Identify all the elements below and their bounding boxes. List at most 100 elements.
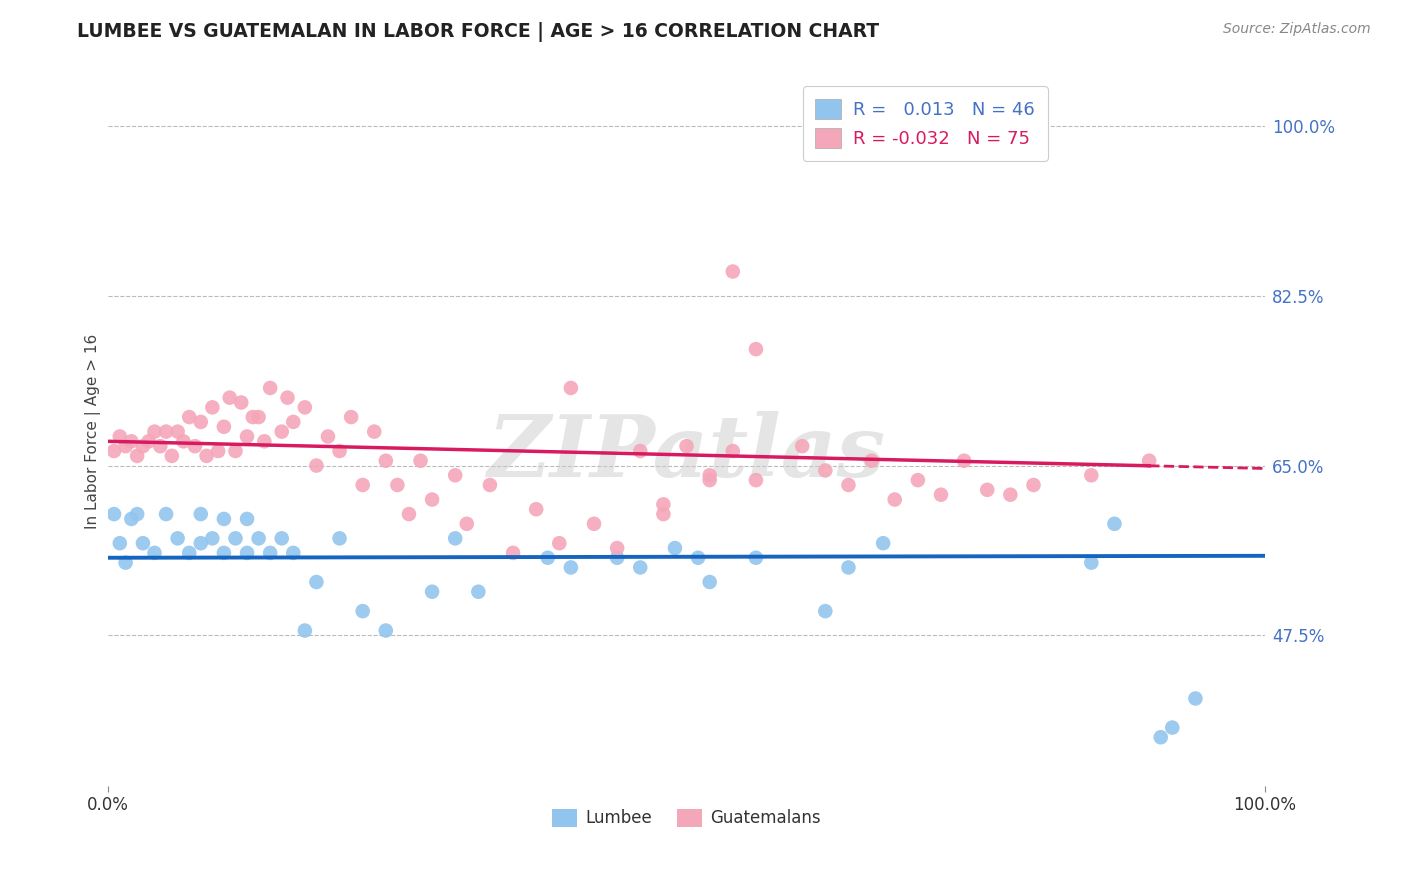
Point xyxy=(374,624,396,638)
Point xyxy=(195,449,218,463)
Point xyxy=(108,429,131,443)
Point xyxy=(1080,556,1102,570)
Point xyxy=(664,541,686,555)
Point xyxy=(444,468,467,483)
Point xyxy=(149,439,172,453)
Point xyxy=(247,410,270,425)
Point xyxy=(860,454,883,468)
Point xyxy=(606,541,628,555)
Point xyxy=(907,473,929,487)
Point xyxy=(236,429,259,443)
Point xyxy=(224,444,246,458)
Point xyxy=(253,434,276,449)
Point xyxy=(582,516,605,531)
Point xyxy=(329,444,352,458)
Point xyxy=(127,449,149,463)
Point xyxy=(120,512,142,526)
Point xyxy=(721,444,744,458)
Point xyxy=(132,536,155,550)
Point xyxy=(160,449,183,463)
Point xyxy=(837,478,859,492)
Point xyxy=(374,454,396,468)
Point xyxy=(675,439,697,453)
Text: LUMBEE VS GUATEMALAN IN LABOR FORCE | AGE > 16 CORRELATION CHART: LUMBEE VS GUATEMALAN IN LABOR FORCE | AG… xyxy=(77,22,880,42)
Point xyxy=(409,454,432,468)
Point xyxy=(172,434,194,449)
Point xyxy=(242,410,264,425)
Point xyxy=(1150,731,1173,745)
Point xyxy=(259,381,281,395)
Point xyxy=(212,512,235,526)
Point xyxy=(247,532,270,546)
Point xyxy=(201,532,224,546)
Point xyxy=(1137,454,1160,468)
Point xyxy=(138,434,160,449)
Point xyxy=(231,395,253,409)
Point xyxy=(305,574,328,589)
Point xyxy=(276,391,298,405)
Point xyxy=(283,415,305,429)
Point xyxy=(976,483,998,497)
Point xyxy=(179,410,201,425)
Point xyxy=(688,550,710,565)
Point xyxy=(103,444,125,458)
Point xyxy=(224,532,246,546)
Point xyxy=(652,507,675,521)
Point xyxy=(456,516,478,531)
Point xyxy=(352,604,374,618)
Point xyxy=(548,536,571,550)
Point xyxy=(387,478,409,492)
Point xyxy=(201,401,224,415)
Point xyxy=(745,342,768,356)
Point xyxy=(420,584,443,599)
Point xyxy=(190,536,212,550)
Point xyxy=(524,502,547,516)
Point xyxy=(502,546,524,560)
Point xyxy=(699,574,721,589)
Point xyxy=(184,439,207,453)
Text: Source: ZipAtlas.com: Source: ZipAtlas.com xyxy=(1223,22,1371,37)
Point xyxy=(1000,488,1022,502)
Point xyxy=(270,425,292,439)
Point xyxy=(120,434,142,449)
Point xyxy=(166,425,188,439)
Point xyxy=(190,507,212,521)
Point xyxy=(444,532,467,546)
Point xyxy=(953,454,976,468)
Point xyxy=(294,401,316,415)
Point xyxy=(155,425,177,439)
Point xyxy=(127,507,149,521)
Point xyxy=(1184,691,1206,706)
Point xyxy=(929,488,952,502)
Point xyxy=(114,439,136,453)
Point xyxy=(1104,516,1126,531)
Point xyxy=(305,458,328,473)
Point xyxy=(467,584,489,599)
Point xyxy=(628,444,651,458)
Point xyxy=(1161,721,1184,735)
Point xyxy=(114,556,136,570)
Point xyxy=(270,532,292,546)
Point xyxy=(560,381,582,395)
Point xyxy=(259,546,281,560)
Point xyxy=(792,439,814,453)
Point xyxy=(329,532,352,546)
Point xyxy=(236,512,259,526)
Point xyxy=(166,532,188,546)
Point xyxy=(537,550,560,565)
Point xyxy=(294,624,316,638)
Point xyxy=(837,560,859,574)
Point xyxy=(745,473,768,487)
Point xyxy=(143,425,166,439)
Point xyxy=(478,478,501,492)
Point xyxy=(143,546,166,560)
Point xyxy=(560,560,582,574)
Point xyxy=(212,546,235,560)
Point xyxy=(398,507,420,521)
Point xyxy=(420,492,443,507)
Point xyxy=(699,473,721,487)
Point xyxy=(352,478,374,492)
Point xyxy=(132,439,155,453)
Point xyxy=(155,507,177,521)
Point xyxy=(236,546,259,560)
